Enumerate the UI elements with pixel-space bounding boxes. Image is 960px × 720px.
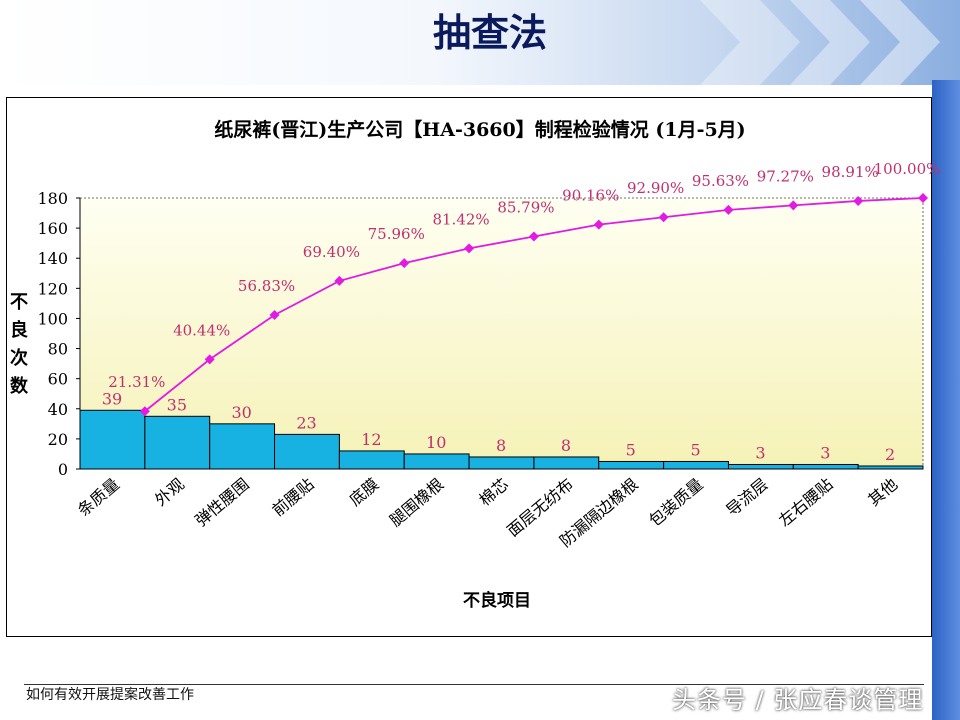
bar	[144, 415, 211, 470]
cumulative-marker	[334, 275, 345, 286]
category-label: 外观	[151, 475, 188, 510]
bar	[274, 433, 340, 470]
bar-value-label: 5	[626, 440, 636, 459]
bar	[727, 463, 794, 470]
x-axis-title: 不良项目	[463, 590, 531, 611]
footer-caption: 如何有效开展提案改善工作	[26, 687, 194, 703]
right-accent-bar	[932, 80, 960, 720]
category-label: 前腰贴	[269, 475, 318, 520]
cumulative-percent-label: 56.83%	[238, 277, 295, 295]
cumulative-percent-label: 81.42%	[432, 210, 489, 228]
bar-value-label: 5	[691, 440, 701, 459]
y-ticks: 0 20 40 60 80 100 120 140 160 180	[37, 189, 80, 479]
bar	[403, 453, 470, 470]
category-label: 棉芯	[475, 475, 512, 510]
bar-value-label: 39	[102, 389, 122, 408]
category-label: 包装质量	[645, 475, 706, 531]
y-tick-label: 140	[37, 249, 68, 268]
y-tick-label: 0	[58, 460, 68, 479]
bar-value-label: 23	[296, 413, 316, 432]
cumulative-line-group	[139, 193, 928, 417]
cumulative-marker	[139, 406, 150, 417]
bar-value-label: 8	[561, 436, 571, 455]
cumulative-marker	[528, 231, 539, 242]
bar-value-label: 3	[755, 443, 765, 462]
bars	[79, 409, 924, 470]
cumulative-percent-label: 98.91%	[822, 163, 879, 181]
bar	[79, 409, 146, 470]
slide-banner	[0, 0, 960, 85]
chart-title: 纸尿裤(晋江)生产公司【HA-3660】制程检验情况 (1月-5月)	[214, 118, 745, 141]
bar	[857, 465, 924, 470]
cumulative-marker	[918, 193, 928, 203]
cumulative-percent-label: 97.27%	[757, 167, 814, 185]
percent-labels: 21.31% 40.44% 56.83% 69.40% 75.96% 81.42% 85.7…	[108, 160, 940, 391]
bar	[533, 456, 600, 470]
cumulative-marker	[788, 200, 799, 211]
bar	[338, 450, 405, 470]
bar	[468, 456, 535, 470]
bar-value-label: 2	[885, 445, 895, 464]
cumulative-marker	[399, 258, 410, 269]
category-label: 导流层	[722, 475, 771, 520]
y-tick-label: 160	[37, 219, 68, 238]
footer-divider	[24, 684, 924, 685]
y-tick-label: 180	[37, 189, 68, 208]
cumulative-percent-label: 90.16%	[562, 187, 619, 205]
y-tick-label: 60	[48, 370, 68, 389]
cumulative-percent-label: 21.31%	[108, 373, 165, 391]
y-tick-label: 100	[37, 309, 68, 328]
category-label: 条质量	[74, 475, 123, 520]
category-label: 底膜	[346, 475, 383, 510]
cumulative-percent-label: 40.44%	[173, 321, 230, 339]
cumulative-percent-label: 75.96%	[368, 225, 425, 243]
watermark-text: 头条号 / 张应春谈管理	[672, 686, 924, 714]
y-tick-label: 80	[48, 340, 68, 359]
value-labels: 39 35 30 23 12 10 8 8 5 5 3 3 2	[102, 389, 895, 464]
y-tick-label: 40	[48, 400, 68, 419]
bar-value-label: 10	[426, 433, 446, 452]
cumulative-marker	[269, 309, 280, 320]
bar-value-label: 30	[232, 403, 252, 422]
cumulative-marker	[464, 243, 475, 254]
bar-value-label: 8	[496, 436, 506, 455]
cumulative-marker	[204, 354, 215, 365]
cumulative-marker	[593, 219, 604, 230]
y-axis-title-char: 数	[10, 375, 29, 397]
bar	[792, 463, 859, 470]
y-axis-title-char: 次	[10, 347, 28, 369]
cumulative-marker	[853, 195, 864, 206]
y-tick-label: 120	[37, 279, 68, 298]
y-axis-title-char: 良	[10, 319, 28, 341]
bar-value-label: 3	[820, 443, 830, 462]
category-label: 腿围橡根	[386, 475, 447, 531]
y-tick-label: 20	[48, 430, 68, 449]
category-label: 弹性腰围	[191, 475, 252, 531]
cumulative-percent-label: 85.79%	[497, 199, 554, 217]
cumulative-percent-label: 95.63%	[692, 172, 749, 190]
slide-title: 抽查法	[432, 10, 547, 55]
bar	[598, 460, 665, 470]
y-axis-title-char: 不	[10, 292, 28, 313]
cumulative-marker	[723, 204, 734, 215]
bar	[663, 460, 729, 470]
category-label: 其他	[864, 475, 901, 510]
bar-value-label: 35	[167, 395, 187, 414]
cumulative-percent-label: 92.90%	[627, 179, 684, 197]
cumulative-percent-label: 69.40%	[303, 243, 360, 261]
category-label: 左右腰贴	[775, 475, 836, 531]
bar	[209, 423, 276, 470]
bar-value-label: 12	[361, 430, 381, 449]
cumulative-percent-label: 100.00%	[874, 160, 941, 178]
cumulative-marker	[658, 212, 669, 223]
